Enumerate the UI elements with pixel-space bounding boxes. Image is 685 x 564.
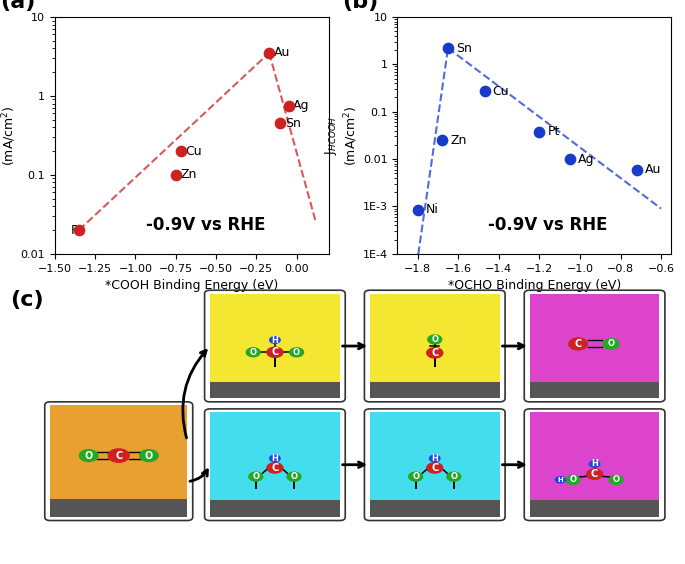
- X-axis label: *OCHO Binding Energy (eV): *OCHO Binding Energy (eV): [448, 279, 621, 292]
- Point: [412, 205, 423, 214]
- Point: [479, 87, 490, 96]
- Text: H: H: [271, 336, 278, 345]
- Text: O: O: [145, 451, 153, 461]
- Text: O: O: [608, 340, 614, 349]
- Point: [564, 155, 575, 164]
- Point: [632, 165, 643, 174]
- Circle shape: [247, 348, 260, 357]
- Y-axis label: J$_{CO}$
(mA/cm$^2$): J$_{CO}$ (mA/cm$^2$): [0, 105, 18, 166]
- Text: O: O: [84, 451, 92, 461]
- Circle shape: [427, 348, 443, 358]
- Circle shape: [556, 477, 565, 483]
- Text: Pt: Pt: [547, 125, 560, 138]
- Bar: [210, 382, 340, 398]
- Bar: [50, 406, 187, 499]
- Bar: [370, 294, 499, 382]
- Text: C: C: [115, 451, 123, 461]
- Text: O: O: [293, 348, 300, 357]
- Bar: [530, 412, 660, 500]
- Text: H: H: [432, 454, 438, 463]
- Circle shape: [79, 450, 98, 461]
- Text: Au: Au: [645, 163, 661, 176]
- Text: Sn: Sn: [285, 117, 301, 130]
- Text: (b): (b): [342, 0, 379, 12]
- Text: Ag: Ag: [578, 152, 595, 166]
- Circle shape: [447, 472, 461, 481]
- Text: O: O: [412, 472, 419, 481]
- Bar: [530, 500, 660, 517]
- Text: Zn: Zn: [181, 168, 197, 182]
- Text: C: C: [591, 469, 598, 479]
- Point: [283, 101, 294, 110]
- Bar: [210, 294, 340, 382]
- Bar: [530, 382, 660, 398]
- Circle shape: [566, 475, 580, 484]
- Y-axis label: J$_{HCOOH}$
(mA/cm$^2$): J$_{HCOOH}$ (mA/cm$^2$): [323, 105, 360, 166]
- Point: [73, 226, 84, 235]
- Text: C: C: [575, 339, 582, 349]
- X-axis label: *COOH Binding Energy (eV): *COOH Binding Energy (eV): [105, 279, 278, 292]
- Bar: [210, 412, 340, 500]
- Bar: [370, 500, 499, 517]
- Text: Cu: Cu: [186, 144, 202, 157]
- Text: Pt: Pt: [71, 223, 84, 236]
- Point: [170, 170, 181, 179]
- Text: Zn: Zn: [450, 134, 466, 147]
- Bar: [210, 500, 340, 517]
- Circle shape: [270, 455, 280, 462]
- Circle shape: [249, 472, 263, 481]
- Circle shape: [610, 475, 623, 484]
- Circle shape: [270, 337, 280, 343]
- Circle shape: [140, 450, 158, 461]
- Text: Cu: Cu: [493, 85, 510, 98]
- Text: C: C: [431, 463, 438, 473]
- Text: O: O: [450, 472, 458, 481]
- Text: Au: Au: [274, 46, 290, 59]
- Text: O: O: [290, 472, 297, 481]
- Point: [275, 119, 286, 128]
- Text: O: O: [252, 472, 260, 481]
- Circle shape: [267, 347, 283, 358]
- Text: (c): (c): [10, 290, 44, 310]
- Circle shape: [409, 472, 423, 481]
- Text: Ag: Ag: [293, 99, 310, 112]
- Point: [436, 136, 447, 145]
- Text: C: C: [431, 348, 438, 358]
- Circle shape: [586, 469, 603, 479]
- Text: -0.9V vs RHE: -0.9V vs RHE: [146, 216, 265, 234]
- Text: O: O: [569, 475, 576, 484]
- Point: [175, 147, 186, 156]
- Circle shape: [429, 455, 440, 462]
- Circle shape: [108, 449, 129, 462]
- Point: [264, 49, 275, 58]
- Circle shape: [569, 338, 587, 350]
- Circle shape: [290, 348, 303, 357]
- Bar: [50, 499, 187, 517]
- Text: O: O: [432, 335, 438, 344]
- Text: H: H: [558, 477, 563, 483]
- Circle shape: [427, 463, 443, 473]
- Text: -0.9V vs RHE: -0.9V vs RHE: [488, 216, 608, 234]
- Text: Ni: Ni: [425, 203, 438, 216]
- Circle shape: [267, 463, 283, 473]
- Text: Sn: Sn: [456, 42, 472, 55]
- Text: C: C: [271, 347, 279, 358]
- Bar: [370, 412, 499, 500]
- Text: H: H: [271, 454, 278, 463]
- Text: O: O: [250, 348, 257, 357]
- Circle shape: [287, 472, 301, 481]
- Point: [443, 43, 453, 52]
- Point: [534, 127, 545, 136]
- Circle shape: [603, 339, 619, 349]
- Circle shape: [428, 335, 442, 344]
- Circle shape: [589, 461, 600, 468]
- Text: C: C: [271, 463, 279, 473]
- Text: (a): (a): [0, 0, 36, 12]
- Text: H: H: [591, 460, 598, 469]
- Bar: [370, 382, 499, 398]
- Text: O: O: [613, 475, 620, 484]
- Bar: [530, 294, 660, 382]
